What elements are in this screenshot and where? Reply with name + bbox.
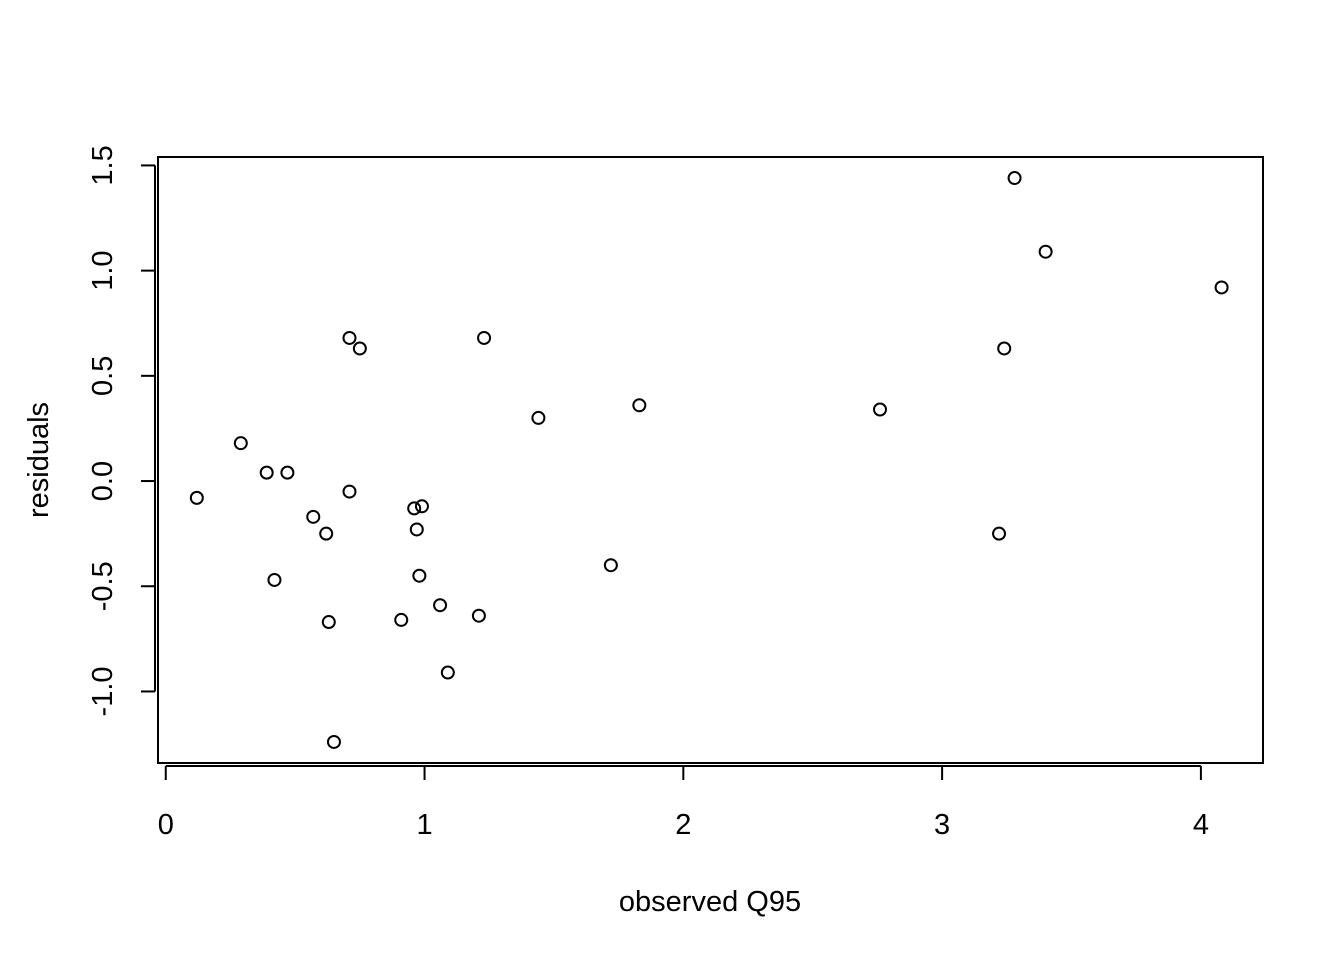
data-point bbox=[414, 499, 429, 514]
plot-frame bbox=[157, 156, 1264, 764]
data-point bbox=[1214, 280, 1229, 295]
x-tick-label: 1 bbox=[416, 809, 432, 841]
y-axis: -1.0 -0.5 0.0 0.5 1.0 1.5 bbox=[87, 145, 156, 716]
data-point bbox=[306, 509, 321, 524]
data-point bbox=[1038, 244, 1053, 259]
data-point bbox=[321, 615, 336, 630]
data-point bbox=[267, 572, 282, 587]
data-point bbox=[531, 410, 546, 425]
data-point bbox=[997, 341, 1012, 356]
data-point bbox=[233, 436, 248, 451]
data-point bbox=[189, 490, 204, 505]
y-tick-label: 1.0 bbox=[87, 250, 119, 290]
data-points bbox=[189, 171, 1229, 749]
data-point bbox=[632, 398, 647, 413]
y-tick-label: -1.0 bbox=[87, 666, 119, 716]
data-point bbox=[603, 558, 618, 573]
data-point bbox=[471, 608, 486, 623]
x-axis-label: observed Q95 bbox=[619, 886, 801, 918]
data-point bbox=[352, 341, 367, 356]
data-point bbox=[992, 526, 1007, 541]
x-tick-label: 4 bbox=[1193, 809, 1209, 841]
data-point bbox=[409, 522, 424, 537]
data-point bbox=[319, 526, 334, 541]
data-point bbox=[259, 465, 274, 480]
data-point bbox=[342, 484, 357, 499]
data-point bbox=[280, 465, 295, 480]
x-axis: 0 1 2 3 4 bbox=[158, 765, 1209, 841]
y-axis-label: residuals bbox=[23, 402, 55, 518]
data-point bbox=[440, 665, 455, 680]
x-tick-label: 2 bbox=[675, 809, 691, 841]
data-point bbox=[326, 734, 341, 749]
data-point bbox=[477, 330, 492, 345]
y-tick-label: 0.5 bbox=[87, 356, 119, 396]
data-point bbox=[342, 330, 357, 345]
data-point bbox=[407, 501, 422, 516]
x-tick-label: 3 bbox=[934, 809, 950, 841]
y-tick-label: 0.0 bbox=[87, 461, 119, 501]
data-point bbox=[873, 402, 888, 417]
x-tick-label: 0 bbox=[158, 809, 174, 841]
y-tick-label: 1.5 bbox=[87, 145, 119, 185]
data-point bbox=[433, 598, 448, 613]
data-point bbox=[394, 612, 409, 627]
data-point bbox=[1007, 171, 1022, 186]
data-point bbox=[412, 568, 427, 583]
y-tick-label: -0.5 bbox=[87, 561, 119, 611]
